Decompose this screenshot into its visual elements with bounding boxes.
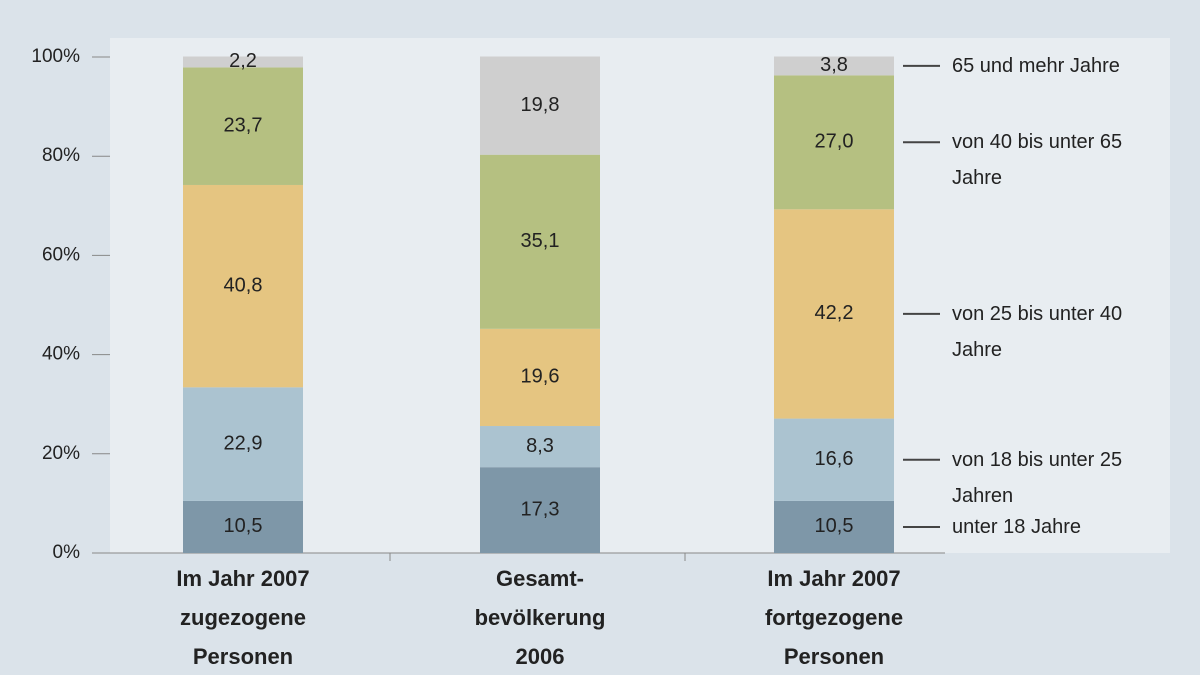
- bar-segment: [183, 387, 303, 501]
- bar-segment: [774, 209, 894, 419]
- legend-label: unter 18 Jahre: [952, 515, 1081, 538]
- value-label: 3,8: [820, 54, 848, 76]
- x-tick-label: Personen: [784, 644, 884, 669]
- x-tick-label: Gesamt-: [496, 566, 584, 591]
- x-tick-label: Im Jahr 2007: [176, 566, 309, 591]
- value-label: 10,5: [815, 515, 854, 537]
- x-tick-label: Im Jahr 2007: [767, 566, 900, 591]
- y-tick-label: 100%: [31, 46, 80, 67]
- legend-label: von 40 bis unter 65 Jahre: [952, 131, 1123, 190]
- value-label: 10,5: [224, 515, 263, 537]
- bar-segment: [183, 184, 303, 388]
- bar-segment: [480, 426, 600, 468]
- bar-segment: [480, 467, 600, 553]
- bar-segment: [183, 56, 303, 68]
- x-tick-label: 2006: [516, 644, 565, 669]
- x-tick-label: zugezogene: [180, 605, 306, 630]
- legend-label: von 25 bis unter 40 Jahre: [952, 302, 1123, 361]
- y-tick-label: 80%: [42, 145, 80, 166]
- bar-segment: [183, 500, 303, 553]
- value-label: 40,8: [224, 274, 263, 296]
- value-label: 42,2: [815, 302, 854, 324]
- y-tick-label: 40%: [42, 344, 80, 365]
- x-tick-label: bevölkerung: [475, 605, 606, 630]
- bar-segment: [480, 154, 600, 329]
- value-label: 22,9: [224, 432, 263, 454]
- bar-segment: [183, 67, 303, 185]
- y-tick-label: 0%: [53, 542, 81, 563]
- value-label: 27,0: [815, 131, 854, 153]
- y-tick-label: 60%: [42, 244, 80, 265]
- value-label: 8,3: [526, 435, 554, 457]
- y-tick-label: 20%: [42, 443, 80, 464]
- bar-segment: [774, 418, 894, 501]
- value-label: 35,1: [521, 230, 560, 252]
- x-tick-label: fortgezogene: [765, 605, 903, 630]
- value-label: 2,2: [229, 50, 257, 72]
- bar-segment: [480, 56, 600, 155]
- bar-segment: [774, 500, 894, 553]
- bar-segment: [480, 328, 600, 427]
- bar-segment: [774, 56, 894, 76]
- legend-label: 65 und mehr Jahre: [952, 54, 1120, 77]
- value-label: 17,3: [521, 498, 560, 520]
- x-tick-label: Personen: [193, 644, 293, 669]
- bar-segment: [774, 75, 894, 210]
- value-label: 19,8: [521, 94, 560, 116]
- value-label: 16,6: [815, 448, 854, 470]
- legend-label: von 18 bis unter 25 Jahren: [952, 448, 1123, 507]
- value-label: 23,7: [224, 114, 263, 136]
- value-label: 19,6: [521, 366, 560, 388]
